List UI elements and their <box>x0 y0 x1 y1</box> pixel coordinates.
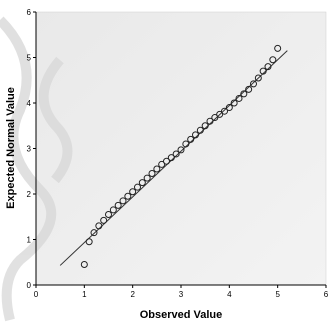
data-point <box>201 122 209 130</box>
data-point <box>235 94 243 102</box>
y-tick-label: 1 <box>27 236 32 245</box>
y-axis-title: Expected Normal Value <box>5 87 17 209</box>
watermark-swirl <box>0 16 73 322</box>
data-point <box>109 206 117 214</box>
data-point <box>196 126 204 134</box>
data-point <box>211 114 219 122</box>
data-point <box>100 216 108 224</box>
y-tick-label: 0 <box>27 281 32 290</box>
y-tick-label: 2 <box>27 190 32 199</box>
data-points <box>80 44 282 269</box>
data-point <box>187 135 195 143</box>
data-point <box>80 261 88 269</box>
x-tick-label: 6 <box>324 290 329 299</box>
y-axis-ticks: 0 1 2 3 4 5 6 <box>27 8 36 290</box>
data-point <box>85 238 93 246</box>
data-point <box>129 188 137 196</box>
data-point <box>254 74 262 82</box>
data-point <box>119 197 127 205</box>
data-point <box>148 170 156 178</box>
data-point <box>167 154 175 162</box>
x-axis-ticks: 0 1 2 3 4 5 6 <box>34 285 329 299</box>
y-tick-label: 6 <box>27 8 32 17</box>
data-point <box>172 150 180 158</box>
data-point <box>206 117 214 125</box>
data-point <box>90 229 98 237</box>
data-point <box>158 160 166 168</box>
data-point <box>216 110 224 118</box>
x-tick-label: 0 <box>34 290 39 299</box>
y-tick-label: 4 <box>27 99 32 108</box>
data-point <box>114 201 122 209</box>
data-point <box>274 44 282 52</box>
data-point <box>245 85 253 93</box>
data-point <box>143 174 151 182</box>
data-point <box>105 210 112 218</box>
data-point <box>163 157 170 165</box>
data-point <box>192 131 199 139</box>
data-point <box>225 104 233 112</box>
data-point <box>264 63 272 71</box>
x-tick-label: 2 <box>130 290 135 299</box>
data-point <box>134 183 141 191</box>
y-tick-label: 5 <box>27 54 32 63</box>
data-point <box>182 140 190 148</box>
x-tick-label: 5 <box>275 290 280 299</box>
data-point <box>269 56 277 64</box>
data-point <box>124 192 132 200</box>
data-point <box>153 165 161 173</box>
x-tick-label: 3 <box>179 290 184 299</box>
data-point <box>221 107 228 115</box>
plot-area <box>35 11 327 286</box>
data-point <box>250 80 257 88</box>
data-point <box>95 222 103 230</box>
x-tick-label: 1 <box>82 290 87 299</box>
y-tick-label: 3 <box>27 145 32 154</box>
x-tick-label: 4 <box>227 290 232 299</box>
data-point <box>259 67 267 75</box>
data-point <box>138 179 146 187</box>
data-point <box>230 99 238 107</box>
x-axis-title: Observed Value <box>140 309 223 321</box>
data-point <box>240 90 248 98</box>
data-point <box>177 146 185 154</box>
